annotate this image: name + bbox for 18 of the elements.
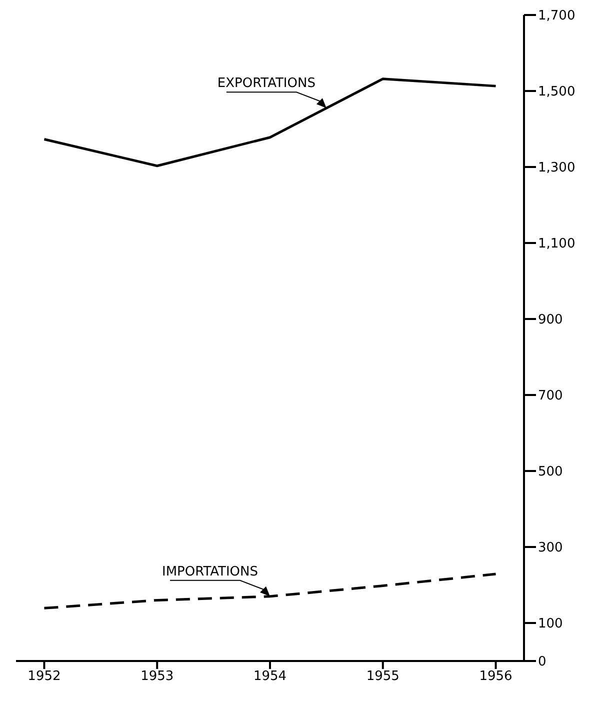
- y-tick-label: 0: [538, 654, 546, 670]
- y-tick-label: 500: [538, 464, 563, 480]
- series-label: EXPORTATIONS: [217, 76, 316, 92]
- line-series: [42, 78, 498, 168]
- x-tick-label: 1955: [366, 669, 400, 684]
- series-label: IMPORTATIONS: [162, 564, 258, 580]
- x-tick-label: 1954: [253, 669, 287, 684]
- x-tick-label: 1956: [479, 669, 512, 684]
- y-tick-label: 300: [538, 540, 563, 556]
- x-tick-label: 1953: [140, 669, 174, 684]
- y-tick-label: 100: [538, 616, 563, 632]
- y-tick-label: 1,700: [538, 8, 576, 24]
- y-tick-label: 1,300: [538, 160, 576, 176]
- x-tick-label: 1952: [28, 669, 61, 684]
- y-tick-label: 1,100: [538, 236, 576, 252]
- y-tick-label: 900: [538, 312, 563, 328]
- y-tick-label: 1,500: [538, 84, 576, 100]
- y-tick-label: 700: [538, 388, 563, 404]
